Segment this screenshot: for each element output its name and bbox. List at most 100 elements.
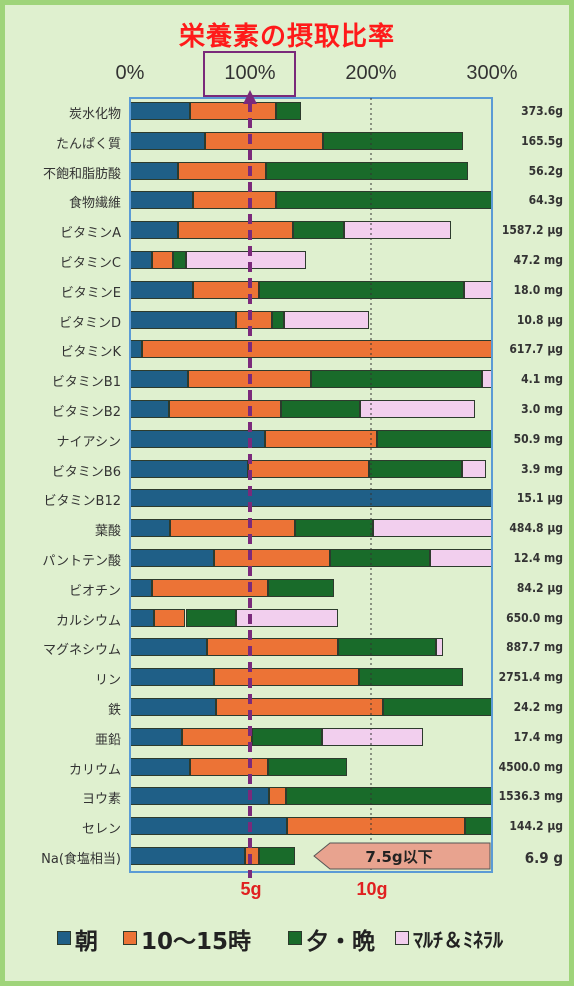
legend-label-yu: 夕・晩 [306, 929, 375, 955]
bar-seg-yu [185, 608, 237, 627]
row-label: ビタミンE [60, 285, 121, 301]
bar-seg-multi [360, 400, 476, 418]
bar-seg-hiru [207, 638, 338, 657]
bar-seg-hiru [214, 549, 331, 567]
row-value: 4500.0 mg [498, 759, 563, 774]
row-label: ビタミンA [60, 226, 121, 242]
row-value: 47.2 mg [513, 253, 563, 267]
legend-label-multi: ﾏﾙﾁ＆ﾐﾈﾗﾙ [413, 928, 503, 952]
row-value: 887.7 mg [506, 640, 563, 655]
row-value: 56.2g [528, 163, 563, 178]
row-value: 165.5g [521, 133, 563, 148]
row-label: カルシウム [55, 613, 121, 629]
bar-seg-yu [267, 757, 348, 776]
row-value: 24.2 mg [513, 700, 563, 714]
bar-seg-yu [272, 310, 285, 329]
row-value: 484.8 μg [509, 521, 563, 536]
row-label: セレン [81, 822, 121, 838]
bar-seg-hiru [169, 519, 296, 538]
x-tick-200: 200% [345, 62, 397, 84]
bar-seg-yu [173, 251, 186, 269]
chart-legend: 朝 10～15時 夕・晩 ﾏﾙﾁ＆ﾐﾈﾗﾙ [0, 922, 574, 956]
bar-seg-multi [461, 459, 486, 478]
bar-seg-multi [321, 727, 424, 746]
bar-seg-yu [359, 668, 464, 687]
x-tick-300: 300% [466, 62, 518, 84]
row-label: 炭水化物 [68, 107, 121, 122]
bar-seg-yu [368, 459, 462, 478]
bar-seg-hiru [151, 251, 174, 269]
bottom-label-5g: 5g [240, 879, 262, 899]
chart-title: 栄養素の摂取比率 [178, 22, 395, 52]
bar-seg-yu [251, 727, 322, 746]
bar-seg-hiru [286, 817, 466, 836]
bar-seg-hiru [178, 221, 293, 240]
legend-swatch-yu [288, 931, 302, 945]
row-label: 葉酸 [94, 524, 121, 540]
row-label: ビタミンK [60, 345, 121, 361]
legend-swatch-multi [395, 931, 409, 945]
row-value: 3.0 mg [521, 402, 563, 416]
row-value: 617.7 μg [509, 342, 563, 357]
bar-seg-multi [185, 251, 307, 269]
row-label: ビタミンB2 [51, 405, 121, 420]
bar-seg-hiru [268, 787, 286, 806]
row-value: 6.9 g [524, 849, 563, 867]
row-label: 不飽和脂肪酸 [42, 166, 121, 182]
row-label: カリウム [68, 762, 121, 778]
highlight-box-100 [203, 51, 296, 97]
row-value: 4.1 mg [521, 372, 563, 387]
bar-seg-hiru [236, 310, 273, 329]
row-value: 64.3g [528, 193, 563, 208]
sodium-limit-note: 7.5g以下 [365, 848, 433, 866]
row-value: 15.1 μg [516, 491, 563, 506]
bar-seg-yu [259, 847, 296, 865]
row-value: 3.9 mg [521, 461, 563, 476]
x-tick-100: 100% [224, 62, 276, 84]
bar-seg-yu [280, 400, 361, 418]
bar-seg-yu [330, 549, 431, 567]
bar-seg-hiru [265, 429, 378, 448]
row-label: 食物繊維 [68, 196, 121, 212]
bar-seg-yu [311, 370, 483, 389]
row-value: 2751.4 mg [498, 670, 563, 685]
row-value: 144.2 μg [509, 819, 563, 834]
bar-seg-multi [343, 221, 451, 240]
row-label: 亜鉛 [94, 732, 121, 748]
bar-seg-hiru [178, 161, 267, 180]
bar-seg-hiru [215, 698, 384, 716]
row-value: 1536.3 mg [498, 789, 563, 804]
row-value: 1587.2 μg [501, 223, 563, 238]
bar-seg-hiru [204, 131, 324, 150]
row-value: 18.0 mg [513, 282, 563, 297]
bar-seg-yu [267, 578, 334, 597]
row-label: マグネシウム [42, 643, 121, 659]
row-label: ビオチン [68, 583, 121, 599]
row-label: 鉄 [107, 703, 121, 718]
row-label: たんぱく質 [55, 136, 121, 152]
bar-seg-hiru [192, 280, 260, 299]
bar-seg-yu [259, 280, 465, 299]
row-label: リン [94, 673, 121, 689]
row-value: 10.8 μg [516, 312, 563, 327]
legend-label-asa: 朝 [75, 929, 98, 955]
bar-seg-multi [284, 310, 369, 329]
row-label: ビタミンB6 [51, 464, 121, 480]
row-label: パントテン酸 [42, 554, 121, 569]
row-value: 12.4 mg [513, 551, 563, 565]
bar-seg-yu [292, 221, 344, 240]
bar-seg-yu [266, 161, 468, 180]
bar-seg-hiru [168, 400, 281, 418]
legend-swatch-hiru [123, 931, 137, 945]
row-value: 50.9 mg [513, 431, 563, 446]
bar-seg-hiru [151, 578, 268, 597]
row-label: ナイアシン [56, 434, 121, 450]
row-label: ビタミンB1 [51, 375, 121, 391]
legend-swatch-asa [57, 931, 71, 945]
legend-label-hiru: 10～15時 [141, 929, 252, 955]
plot-area-border [129, 97, 493, 873]
bar-seg-multi [236, 608, 338, 627]
bar-seg-yu [323, 131, 464, 150]
bar-seg-hiru [154, 608, 186, 627]
bar-seg-multi [436, 638, 443, 657]
